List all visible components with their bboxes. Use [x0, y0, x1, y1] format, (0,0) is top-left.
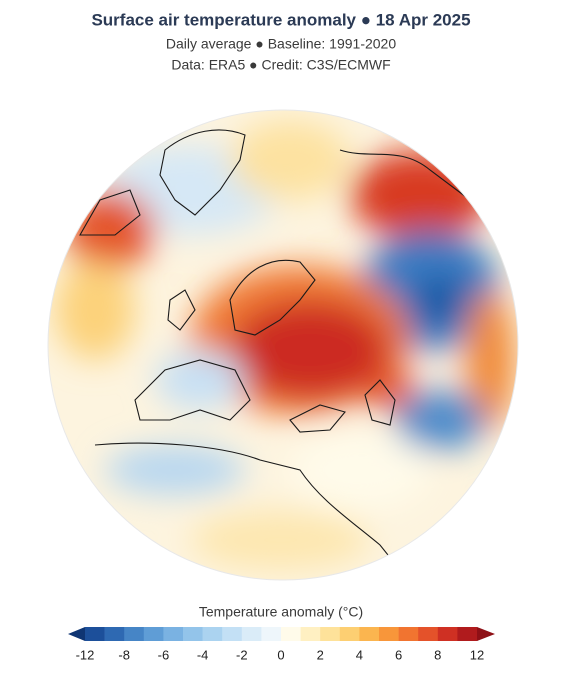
colorbar-extend-under	[68, 627, 85, 641]
credit: Data: ERA5 ● Credit: C3S/ECMWF	[171, 57, 390, 73]
colorbar-bin	[437, 627, 458, 641]
colorbar-bin	[457, 627, 478, 641]
colorbar-bin	[85, 627, 105, 641]
colorbar-tick-label: -4	[197, 647, 209, 662]
colorbar-tick-label: 4	[356, 647, 363, 662]
colorbar-bin	[320, 627, 341, 641]
colorbar-tick-label: -12	[76, 647, 95, 662]
colorbar-label: Temperature anomaly (°C)	[199, 604, 363, 620]
coastlines	[79, 129, 471, 571]
colorbar-tick-label: -2	[236, 647, 248, 662]
colorbar-bin	[163, 627, 184, 641]
colorbar-bin	[202, 627, 223, 641]
globe	[47, 109, 519, 581]
colorbar-bin	[143, 627, 164, 641]
colorbar-bin	[359, 627, 380, 641]
colorbar-extend-over	[477, 627, 495, 641]
colorbar-bin	[339, 627, 360, 641]
colorbar-bin	[300, 627, 321, 641]
colorbar-tick-label: 2	[317, 647, 324, 662]
colorbar-tick-label: 12	[470, 647, 484, 662]
colorbar-tick-label: 6	[395, 647, 402, 662]
colorbar-bin	[222, 627, 243, 641]
colorbar-bin	[418, 627, 439, 641]
title: Surface air temperature anomaly ● 18 Apr…	[91, 10, 470, 29]
colorbar-bin	[104, 627, 125, 641]
colorbar-bin	[281, 627, 301, 641]
colorbar-tick-label: -8	[118, 647, 130, 662]
colorbar-bin	[398, 627, 419, 641]
colorbar-tick-label: 0	[277, 647, 284, 662]
colorbar-tick-label: -6	[158, 647, 170, 662]
colorbar-bin	[124, 627, 145, 641]
colorbar-bin	[241, 627, 262, 641]
colorbar-bin	[261, 627, 282, 641]
subtitle: Daily average ● Baseline: 1991-2020	[166, 36, 396, 52]
colorbar-tick-label: 8	[434, 647, 441, 662]
colorbar-bin	[379, 627, 399, 641]
colorbar-bin	[183, 627, 203, 641]
